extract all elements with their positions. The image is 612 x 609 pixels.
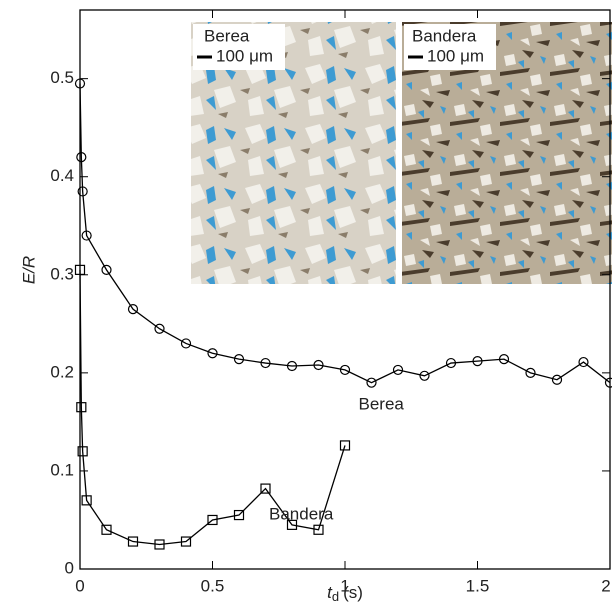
y-axis-label: E/R <box>19 256 38 284</box>
data-point <box>606 378 612 387</box>
y-tick-label: 0.4 <box>50 166 74 185</box>
x-tick-label: 1 <box>340 576 349 595</box>
inset-title: Bandera <box>412 26 477 45</box>
series-label: Berea <box>359 394 405 413</box>
x-tick-label: 1.5 <box>466 576 490 595</box>
x-label-subscript: d <box>332 589 339 604</box>
inset-title: Berea <box>204 26 250 45</box>
inset-scale: 100 μm <box>216 46 273 65</box>
y-tick-label: 0.5 <box>50 68 74 87</box>
y-tick-label: 0 <box>65 558 74 577</box>
x-tick-label: 2 <box>601 576 610 595</box>
inset-bandera: Bandera 100 μm <box>402 22 612 284</box>
inset-berea: Berea 100 μm <box>191 22 396 284</box>
series-line <box>80 270 345 545</box>
y-tick-label: 0.2 <box>50 362 74 381</box>
x-tick-label: 0 <box>75 576 84 595</box>
series-label: Bandera <box>269 505 334 524</box>
y-tick-label: 0.1 <box>50 460 74 479</box>
x-tick-label: 0.5 <box>201 576 225 595</box>
inset-scale: 100 μm <box>427 46 484 65</box>
y-tick-label: 0.3 <box>50 264 74 283</box>
